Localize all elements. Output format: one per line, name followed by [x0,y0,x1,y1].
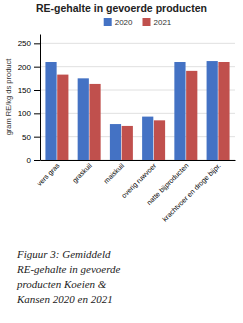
caption-line: RE-gehalte in gevoerde [16,263,121,275]
x-tick-label: maiskuil [102,162,125,185]
legend-label: 2021 [154,18,172,27]
plot: 0 50 100 150 200 250 vers gras graskuil maiskuil… [18,35,236,224]
chart-svg: 0 50 100 150 200 250 vers gras graskuil maiskuil… [0,0,243,323]
y-tick-mark [34,160,40,161]
y-tick-label: 250 [18,39,32,48]
y-tick-label: 200 [18,63,32,72]
x-tick-label: vers gras [35,161,61,187]
legend-swatch [143,18,151,26]
y-tick: 100 [18,109,40,118]
y-tick-mark [34,43,40,44]
grid-line [40,90,235,91]
y-tick: 0 [27,156,40,165]
y-axis-line [40,35,41,161]
bar [218,62,229,160]
y-tick-mark [34,67,40,68]
y-tick: 250 [18,39,40,48]
legend-label: 2020 [115,18,133,27]
chart-title: RE-gehalte in gevoerde producten [36,2,207,14]
bar [207,61,218,160]
y-tick-mark [34,137,40,138]
bar [89,84,100,160]
y-tick-label: 150 [18,86,32,95]
bar [142,117,153,160]
y-axis: 0 50 100 150 200 250 [18,35,41,166]
grid-line [40,160,235,161]
caption-line: Kansen 2020 en 2021 [16,293,113,305]
bar [174,62,185,160]
y-tick-label: 0 [27,156,32,165]
y-tick: 50 [22,133,40,142]
y-tick-label: 50 [22,133,31,142]
y-axis-title: gram RE/kg ds product [4,58,13,136]
x-tick-label: graskuil [71,162,94,185]
grid [40,43,235,160]
bars [45,61,229,160]
bar [154,120,165,160]
grid-line [40,136,235,137]
legend: 2020 2021 [104,18,172,27]
grid-line [40,43,235,44]
bar [122,126,133,160]
grid-line [40,113,235,114]
x-tick-label: krachtvoer en droge bijpr. [161,162,223,224]
x-tick: krachtvoer en droge bijpr. [161,160,223,223]
x-axis: vers grasgraskuilmaiskuiloverig ruwvoern… [35,160,235,223]
y-tick: 150 [18,86,40,95]
x-axis-line [41,160,236,161]
grid-line [40,66,235,67]
bar [57,75,68,160]
bar [186,71,197,160]
bar [110,124,121,160]
caption: Figuur 3: Gemiddeld RE-gehalte in gevoerd… [16,248,121,305]
bar [45,62,56,160]
y-tick-mark [34,113,40,114]
y-tick-label: 100 [18,109,32,118]
y-tick-mark [34,90,40,91]
x-tick: graskuil [71,160,94,185]
bar [78,78,89,160]
y-tick: 200 [18,63,40,72]
caption-line: Figuur 3: Gemiddeld [16,248,111,260]
x-tick: vers gras [35,160,61,188]
legend-swatch [104,18,112,26]
caption-line: producten Koeien & [16,278,107,290]
x-tick: maiskuil [102,160,125,185]
legend-item: 2020 [104,18,133,27]
legend-item: 2021 [143,18,172,27]
